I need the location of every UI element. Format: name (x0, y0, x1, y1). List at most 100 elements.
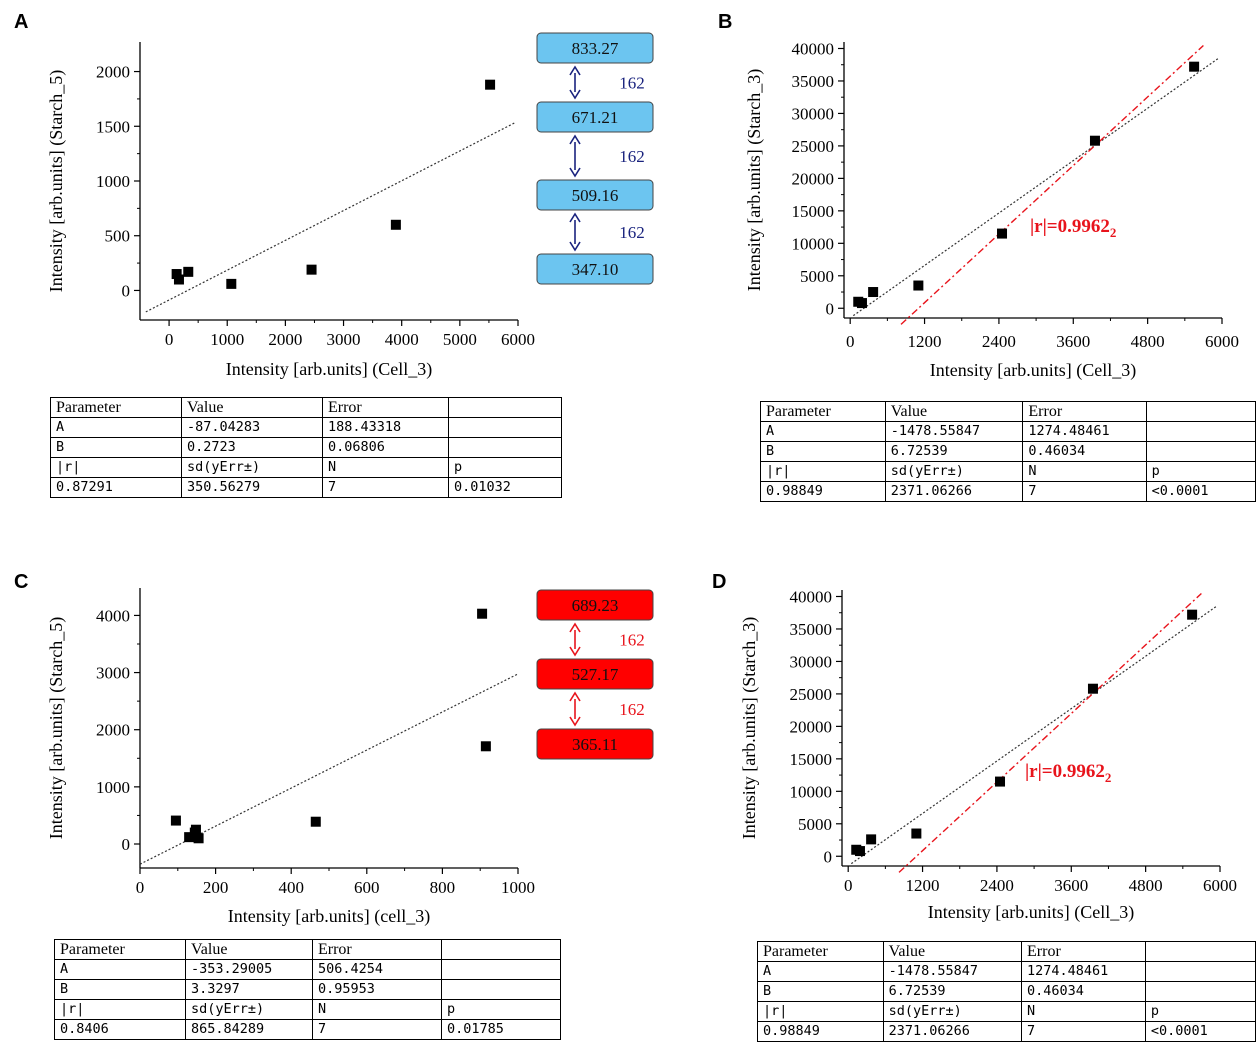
x-tick-label-c: 1000 (501, 878, 535, 897)
panel-letter-c: C (14, 571, 28, 593)
table-cell: 0.46034 (1022, 441, 1147, 462)
table-row: A -87.04283 188.43318 (50, 417, 562, 438)
correlation-subscript-d: 2 (1105, 770, 1112, 785)
data-point-d (1087, 683, 1098, 694)
table-cell: 1274.48461 (1021, 961, 1146, 982)
table-cell (448, 417, 562, 438)
table-cell (1144, 961, 1256, 982)
correlation-annotation-d: |r|=0.99622 (1025, 761, 1111, 785)
table-cell: p (1145, 461, 1256, 482)
table-cell (441, 959, 561, 980)
arrow-head-down-a (569, 89, 581, 100)
table-row: A -1478.55847 1274.48461 (757, 961, 1256, 982)
mass-box-a (536, 32, 654, 64)
parameter-table-c: Parameter Value Error A -353.29005 506.4254 B 3… (54, 939, 561, 1040)
arrow-head-down-c (569, 646, 581, 657)
arrow-head-down-a (569, 241, 581, 252)
table-cell: 2371.06266 (882, 1021, 1023, 1042)
x-tick-label-c: 400 (278, 878, 304, 897)
table-cell (1144, 941, 1256, 962)
table-cell: Parameter (54, 939, 186, 960)
table-cell: 865.84289 (185, 1019, 313, 1040)
table-row: 0.87291 350.56279 7 0.01032 (50, 477, 562, 498)
data-point-b (1089, 135, 1100, 146)
table-cell: B (760, 441, 886, 462)
table-cell (441, 939, 561, 960)
table-cell: B (54, 979, 186, 1000)
mass-box-a (536, 179, 654, 211)
table-cell: |r| (757, 1001, 884, 1022)
y-tick-label-b: 5000 (800, 267, 834, 286)
data-point-a (485, 79, 496, 90)
y-axis-label-d: Intensity [arb.units] (Starch_3) (739, 617, 760, 839)
table-cell: p (448, 457, 562, 478)
data-point-c (193, 833, 204, 844)
x-tick-label-b: 2400 (982, 332, 1016, 351)
y-tick-label-c: 0 (122, 835, 131, 854)
table-cell (1145, 421, 1256, 442)
x-tick-label-a: 0 (165, 330, 174, 349)
table-cell: -353.29005 (185, 959, 313, 980)
table-cell: N (312, 999, 442, 1020)
table-cell: Value (181, 397, 323, 418)
y-tick-label-d: 30000 (790, 652, 833, 671)
table-cell (1144, 981, 1256, 1002)
y-tick-label-d: 10000 (790, 782, 833, 801)
mass-box-c (536, 589, 654, 621)
table-cell: -87.04283 (181, 417, 323, 438)
panel-letter-a: A (14, 11, 28, 33)
mass-box-a (536, 253, 654, 285)
x-axis-label-c: Intensity [arb.units] (cell_3) (228, 906, 430, 927)
table-cell: Value (185, 939, 313, 960)
fit-line-dotted-c (139, 673, 519, 865)
table-cell: Error (312, 939, 442, 960)
data-point-d (854, 846, 865, 857)
table-row: 0.8406 865.84289 7 0.01785 (54, 1019, 561, 1040)
table-cell: 188.43318 (322, 417, 449, 438)
table-cell: -1478.55847 (882, 961, 1023, 982)
arrow-head-up-a (569, 212, 581, 223)
table-cell: <0.0001 (1144, 1021, 1256, 1042)
x-tick-label-d: 1200 (906, 876, 940, 895)
mass-difference-label-c: 162 (619, 700, 645, 719)
y-tick-label-a: 1500 (96, 117, 130, 136)
y-tick-label-b: 40000 (792, 39, 835, 58)
table-cell: Error (322, 397, 449, 418)
table-cell: 7 (312, 1019, 442, 1040)
table-cell: Error (1021, 941, 1146, 962)
x-tick-label-b: 4800 (1131, 332, 1165, 351)
table-cell: B (757, 981, 884, 1002)
table-cell: 6.72539 (884, 441, 1024, 462)
table-cell: p (1144, 1001, 1256, 1022)
table-cell: 0.98849 (757, 1021, 884, 1042)
table-row: A -1478.55847 1274.48461 (760, 421, 1256, 442)
table-header-row: Parameter Value Error (50, 397, 562, 418)
table-cell: Value (882, 941, 1023, 962)
table-cell: Parameter (50, 397, 182, 418)
table-header-row: Parameter Value Error (760, 401, 1256, 422)
table-cell: sd(yErr±) (882, 1001, 1023, 1022)
y-axis-label-c: Intensity [arb.units] (Starch_5) (46, 617, 67, 839)
x-axis-label-b: Intensity [arb.units] (Cell_3) (930, 360, 1136, 381)
correlation-annotation-b: |r|=0.99622 (1030, 216, 1116, 240)
mass-box-label-a: 509.16 (572, 186, 619, 205)
table-header-row: Parameter Value Error (757, 941, 1256, 962)
y-tick-label-d: 35000 (790, 620, 833, 639)
table-cell: 3.3297 (185, 979, 313, 1000)
data-point-c (184, 832, 195, 843)
data-point-b (868, 287, 879, 298)
data-point-a (306, 264, 317, 275)
table-cell: sd(yErr±) (185, 999, 313, 1020)
table-cell (448, 437, 562, 458)
x-tick-label-a: 4000 (385, 330, 419, 349)
x-tick-label-a: 6000 (501, 330, 535, 349)
mass-difference-label-c: 162 (619, 631, 645, 650)
data-point-a (171, 269, 182, 280)
table-cell: <0.0001 (1145, 481, 1256, 502)
table-cell (441, 979, 561, 1000)
mass-box-label-c: 365.11 (572, 735, 618, 754)
y-tick-label-b: 10000 (792, 234, 835, 253)
